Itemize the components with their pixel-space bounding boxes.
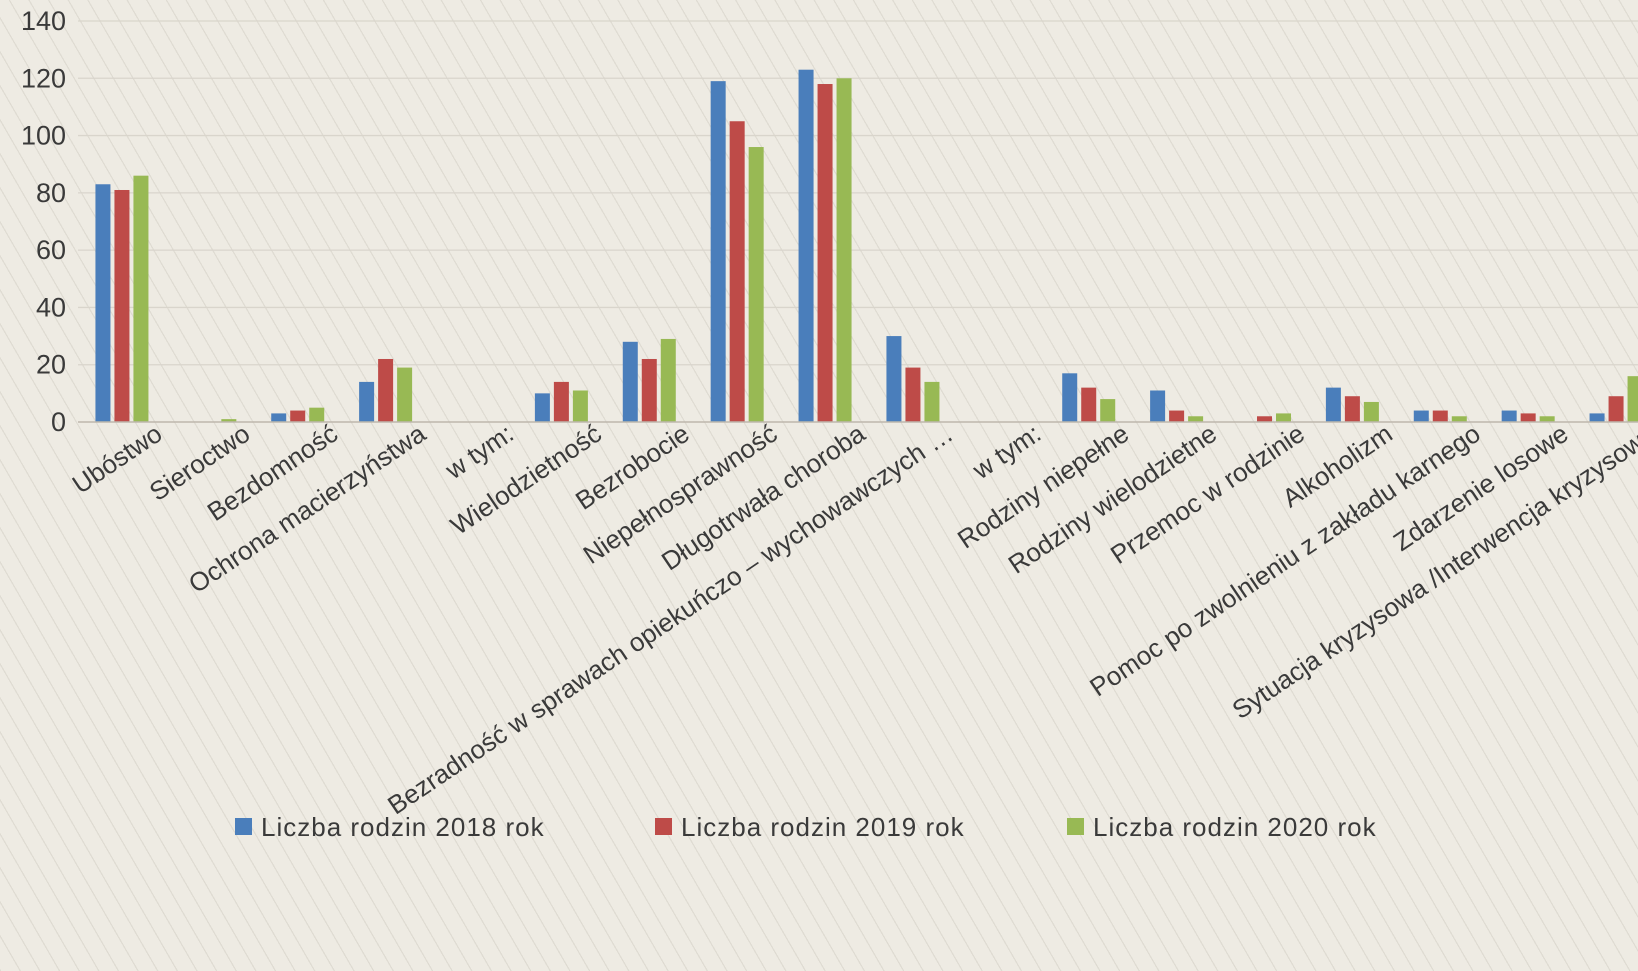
bar bbox=[1413, 410, 1429, 422]
bar bbox=[710, 81, 726, 423]
bar bbox=[378, 358, 394, 422]
bar bbox=[798, 69, 814, 422]
bars bbox=[95, 69, 1638, 423]
legend: Liczba rodzin 2018 rok Liczba rodzin 2019… bbox=[235, 812, 1377, 842]
bar bbox=[1432, 410, 1448, 422]
bar bbox=[1451, 416, 1467, 422]
bar bbox=[271, 413, 287, 422]
bar bbox=[1501, 410, 1517, 422]
y-tick-label: 100 bbox=[21, 121, 66, 151]
bar bbox=[290, 410, 306, 422]
bar bbox=[924, 381, 940, 422]
bar bbox=[572, 390, 588, 422]
legend-label: Liczba rodzin 2020 rok bbox=[1093, 812, 1377, 842]
bar bbox=[397, 367, 413, 422]
bar bbox=[1325, 387, 1341, 422]
bar bbox=[1081, 387, 1097, 422]
bar bbox=[553, 381, 569, 422]
bar bbox=[1257, 416, 1272, 422]
bar bbox=[1150, 390, 1166, 422]
bar bbox=[1344, 396, 1360, 422]
legend-label: Liczba rodzin 2018 rok bbox=[261, 812, 545, 842]
category-label: Wielodzietność bbox=[445, 418, 607, 541]
y-axis-ticks: 0 20 40 60 80 100 120 140 bbox=[21, 6, 66, 437]
bar bbox=[1188, 416, 1204, 422]
bar bbox=[309, 407, 325, 422]
bar bbox=[534, 393, 550, 422]
bar bbox=[95, 184, 111, 422]
y-tick-label: 40 bbox=[36, 292, 66, 322]
bar bbox=[817, 84, 833, 422]
bar bbox=[1062, 373, 1078, 422]
legend-swatch bbox=[235, 818, 252, 835]
bar bbox=[729, 121, 745, 422]
bar bbox=[1520, 413, 1536, 422]
bar bbox=[1169, 410, 1185, 422]
category-label: Bezradność w sprawach opiekuńczo – wycho… bbox=[382, 418, 958, 820]
bar bbox=[221, 419, 237, 422]
bar bbox=[1608, 396, 1624, 422]
bar bbox=[1539, 416, 1555, 422]
y-tick-label: 140 bbox=[21, 6, 66, 36]
bar bbox=[641, 358, 657, 422]
bar bbox=[660, 338, 676, 422]
bar bbox=[1627, 376, 1638, 422]
y-tick-label: 60 bbox=[36, 235, 66, 265]
legend-swatch bbox=[655, 818, 672, 835]
bar bbox=[1100, 399, 1116, 422]
bar bbox=[1363, 401, 1379, 422]
y-tick-label: 120 bbox=[21, 63, 66, 93]
bar bbox=[1589, 413, 1605, 422]
bar bbox=[622, 341, 638, 422]
bar bbox=[359, 381, 375, 422]
y-tick-label: 0 bbox=[51, 407, 66, 437]
gridlines bbox=[78, 20, 1638, 366]
bar bbox=[1276, 413, 1291, 422]
legend-swatch bbox=[1067, 818, 1084, 835]
bar bbox=[133, 175, 149, 422]
y-tick-label: 80 bbox=[36, 178, 66, 208]
bar bbox=[886, 336, 902, 422]
bar bbox=[114, 189, 130, 422]
bar bbox=[905, 367, 921, 422]
legend-label: Liczba rodzin 2019 rok bbox=[681, 812, 965, 842]
bar bbox=[836, 78, 852, 423]
bar bbox=[748, 147, 764, 422]
y-tick-label: 20 bbox=[36, 350, 66, 380]
